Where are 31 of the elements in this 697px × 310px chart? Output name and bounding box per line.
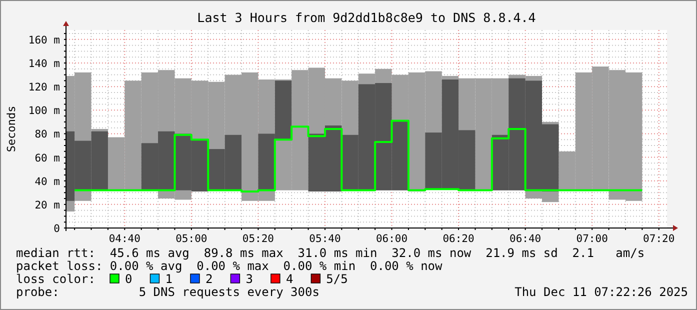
text: median rtt: 45.6 ms avg 89.8 ms max 31.0 ms min 32.0 ms now 21.9 ms sd 2.1 am/s xyxy=(16,246,645,260)
y-tick-label: 100 m xyxy=(28,105,60,118)
legend-label: 1 xyxy=(165,272,172,286)
x-tick-label: 04:40 xyxy=(108,233,140,245)
chart-title: Last 3 Hours from 9d2dd1b8c8e9 to DNS 8.8.4.4 xyxy=(197,10,536,25)
x-tick-label: 05:20 xyxy=(242,233,274,245)
y-tick-label: 0 xyxy=(54,223,60,235)
text: probe: 5 DNS requests every 300s xyxy=(16,285,320,299)
y-axis-title: Seconds xyxy=(5,106,18,152)
x-tick-label: 06:00 xyxy=(376,233,408,245)
text: packet loss: 0.00 % avg 0.00 % max 0.00 % min 0.00 % now xyxy=(16,259,444,273)
legend-label: 4 xyxy=(286,272,294,286)
x-tick-label: 07:00 xyxy=(576,233,608,245)
y-tick-label: 80 m xyxy=(34,128,60,141)
y-tick-label: 120 m xyxy=(28,82,60,94)
x-tick-label: 06:20 xyxy=(442,233,474,245)
legend-label: 2 xyxy=(205,272,213,286)
x-tick-label: 05:00 xyxy=(176,233,208,245)
y-tick-label: 140 m xyxy=(28,58,60,70)
y-tick-label: 160 m xyxy=(28,34,60,46)
legend-label: 0 xyxy=(125,272,132,286)
x-tick-label: 06:40 xyxy=(510,233,542,245)
legend-label: 3 xyxy=(246,272,253,286)
x-tick-label: 07:20 xyxy=(643,233,675,245)
text: Thu Dec 11 07:22:26 2025 xyxy=(514,285,688,299)
y-tick-label: 60 m xyxy=(34,152,60,164)
y-tick-label: 40 m xyxy=(34,176,60,188)
x-tick-label: 05:40 xyxy=(309,233,341,245)
y-tick-label: 20 m xyxy=(34,199,60,212)
legend-title: loss color: xyxy=(16,272,96,286)
legend-label: 5/5 xyxy=(326,272,348,286)
